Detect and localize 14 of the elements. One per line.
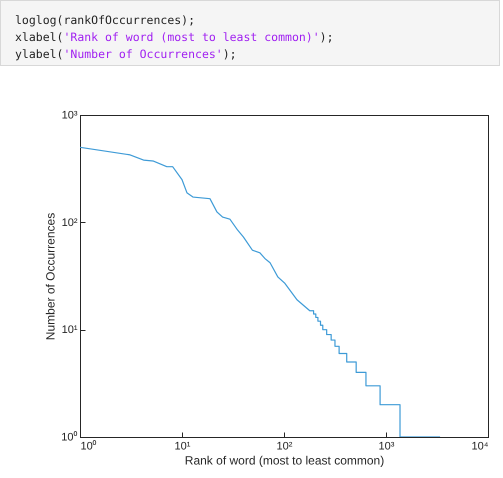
text: ylabel('Number of Occurrences');: [15, 46, 238, 63]
text: loglog(rankOfOccurrences);: [15, 12, 196, 29]
x-tick-label: 10³: [378, 440, 395, 452]
y-tick-label: 10³: [62, 110, 78, 122]
x-tick-label: 10¹: [174, 440, 191, 452]
text: xlabel('Rank of word (most to least common)');: [15, 29, 335, 46]
y-tick-label: 10¹: [62, 324, 78, 336]
x-tick-label: 10⁰: [80, 440, 97, 452]
y-axis-title: Number of Occurrences: [43, 212, 58, 340]
y-tick-label: 10⁰: [61, 430, 78, 444]
x-tick-label: 10²: [276, 440, 293, 452]
x-tick-label: 10⁴: [472, 440, 489, 452]
y-tick-label: 10²: [62, 216, 78, 229]
x-axis-title: Rank of word (most to least common): [184, 454, 384, 468]
